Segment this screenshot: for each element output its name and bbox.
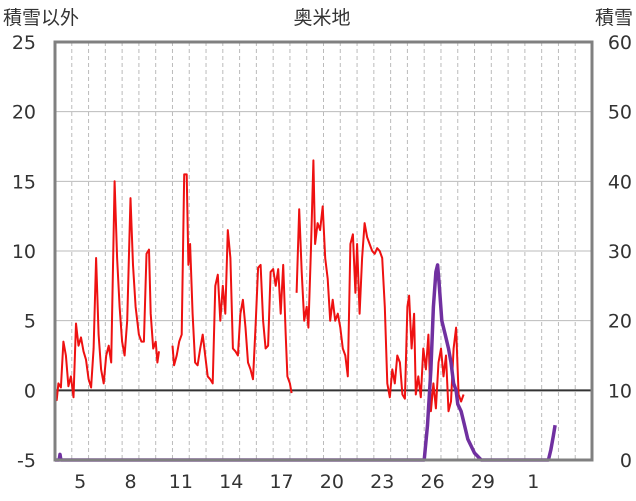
series-1-line-0 [55, 263, 557, 462]
y-axis-right-label: 積雪 [595, 7, 633, 29]
chart-title: 奥米地 [293, 7, 350, 29]
y-ticks-right: 0 10 20 30 40 50 60 [608, 32, 632, 472]
y-tick-left-label: 15 [12, 171, 36, 193]
x-tick-label: 20 [320, 471, 344, 493]
series-0-line-2 [295, 159, 465, 413]
y-tick-right-label: 20 [608, 311, 632, 333]
gridlines [55, 42, 592, 460]
x-tick-label: 8 [124, 471, 136, 493]
y-tick-right-label: 10 [608, 380, 632, 402]
y-tick-left-label: -5 [17, 450, 36, 472]
y-ticks-left: -5 0 5 10 15 20 25 [12, 32, 36, 472]
y-tick-left-label: 25 [12, 32, 36, 54]
y-tick-right-label: 40 [608, 171, 632, 193]
y-tick-right-label: 0 [620, 450, 632, 472]
series-0-line-1 [171, 173, 293, 394]
x-tick-label: 29 [471, 471, 495, 493]
x-tick-label: 11 [169, 471, 193, 493]
x-tick-label: 23 [370, 471, 394, 493]
y-tick-left-label: 20 [12, 102, 36, 124]
y-tick-right-label: 30 [608, 241, 632, 263]
y-axis-left-label: 積雪以外 [3, 7, 79, 29]
x-tick-label: 14 [219, 471, 243, 493]
x-ticks: 5 8 11 14 17 20 23 26 29 1 [74, 471, 539, 493]
y-tick-right-label: 50 [608, 102, 632, 124]
y-tick-left-label: 10 [12, 241, 36, 263]
series-0-line-0 [54, 180, 160, 402]
x-tick-label: 26 [420, 471, 444, 493]
plot-frame [53, 40, 594, 462]
x-tick-label: 1 [527, 471, 539, 493]
x-tick-label: 17 [269, 471, 293, 493]
x-tick-label: 5 [74, 471, 86, 493]
y-tick-left-label: 0 [24, 380, 36, 402]
y-tick-right-label: 60 [608, 32, 632, 54]
plot-series [54, 159, 557, 462]
y-tick-left-label: 5 [24, 311, 36, 333]
